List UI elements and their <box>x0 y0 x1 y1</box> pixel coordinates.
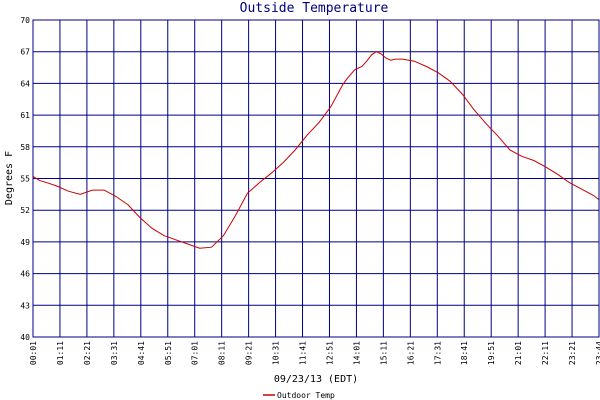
y-tick-labels: 40 43 46 49 52 55 58 61 64 67 70 <box>20 16 30 342</box>
x-tick-label: 10:31 <box>272 341 281 365</box>
x-axis-label: 09/23/13 (EDT) <box>274 374 358 385</box>
y-tick-label: 40 <box>20 333 30 342</box>
plot-border <box>32 19 600 338</box>
y-tick-label: 49 <box>20 238 30 247</box>
y-tick-label: 64 <box>20 79 30 88</box>
x-tick-label: 15:11 <box>379 341 388 365</box>
x-tick-label: 08:11 <box>218 341 227 365</box>
x-tick-label: 22:11 <box>541 341 550 365</box>
x-tick-label: 14:01 <box>352 341 361 365</box>
y-tick-label: 67 <box>20 48 30 57</box>
x-tick-label: 21:01 <box>514 341 523 365</box>
chart-title: Outside Temperature <box>240 1 389 16</box>
y-tick-label: 46 <box>20 270 30 279</box>
x-tick-label: 12:51 <box>325 341 334 365</box>
x-tick-label: 02:21 <box>83 341 92 365</box>
y-tick-label: 52 <box>20 206 30 215</box>
legend: Outdoor Temp <box>263 391 335 400</box>
x-tick-label: 00:01 <box>29 341 38 365</box>
legend-label: Outdoor Temp <box>277 391 335 400</box>
y-tick-label: 43 <box>20 301 30 310</box>
x-tick-label: 05:51 <box>164 341 173 365</box>
x-tick-label: 16:21 <box>406 341 415 365</box>
y-tick-label: 58 <box>20 143 30 152</box>
x-tick-label: 11:41 <box>299 341 308 365</box>
y-tick-label: 61 <box>20 111 30 120</box>
x-tick-labels: 00:01 01:11 02:21 03:31 04:41 05:51 07:01 08:11… <box>29 341 600 365</box>
x-tick-label: 09:21 <box>245 341 254 365</box>
x-tick-label: 01:11 <box>56 341 65 365</box>
x-tick-label: 23:21 <box>568 341 577 365</box>
y-tick-label: 70 <box>20 16 30 25</box>
x-tick-label: 07:01 <box>191 341 200 365</box>
x-tick-label: 04:41 <box>137 341 146 365</box>
x-tick-label: 19:51 <box>487 341 496 365</box>
x-tick-label: 17:31 <box>433 341 442 365</box>
x-tick-label: 23:44 <box>595 341 600 365</box>
y-tick-label: 55 <box>20 175 30 184</box>
y-axis-label: Degrees F <box>4 151 15 205</box>
x-tick-label: 18:41 <box>460 341 469 365</box>
x-tick-label: 03:31 <box>110 341 119 365</box>
series-line-outdoor-temp <box>32 51 600 249</box>
